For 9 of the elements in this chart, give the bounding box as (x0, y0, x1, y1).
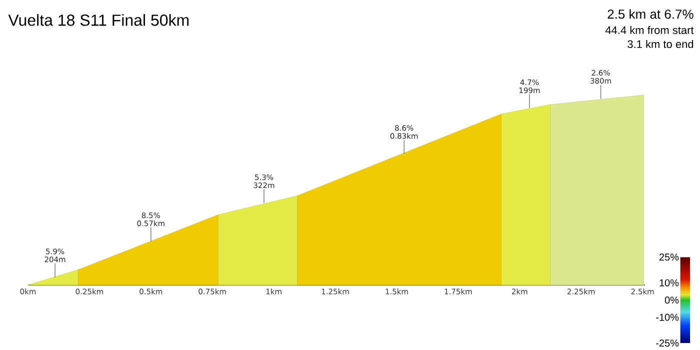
color-bar-label: -10% (656, 314, 679, 321)
text: 44.4 km from start (605, 26, 694, 34)
color-bar-label: 10% (660, 279, 679, 286)
chart-subtitle: 2.5 km at 6.7% (608, 9, 694, 19)
color-bar-label: 25% (659, 254, 679, 261)
color-bar-label: -25% (656, 340, 679, 347)
text: 3.1 km to end (628, 40, 694, 48)
chart-title: Vuelta 18 S11 Final 50km (8, 14, 189, 26)
color-bar-label: 0% (664, 296, 679, 304)
